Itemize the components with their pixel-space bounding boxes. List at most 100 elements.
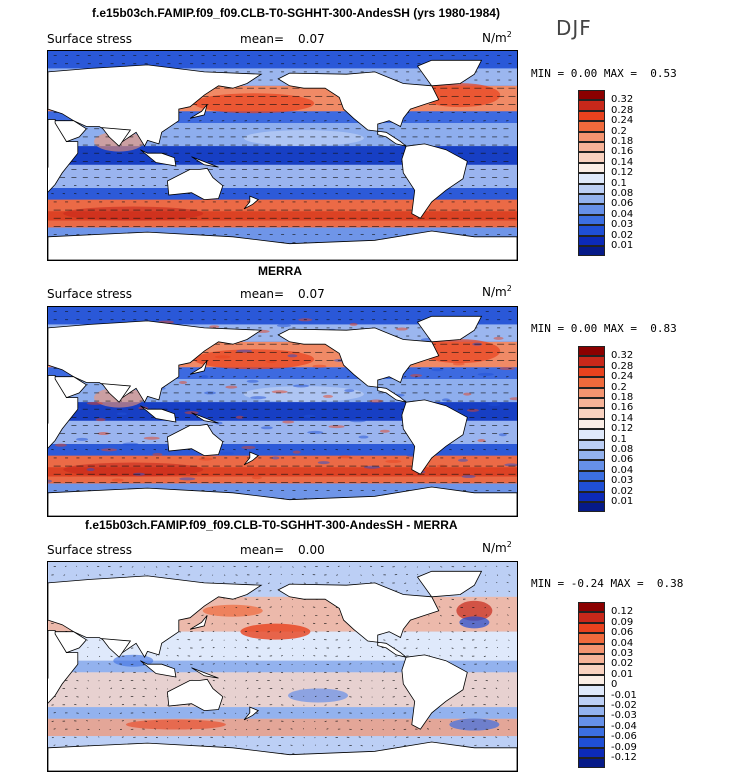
colorbar-level-label: 0.32 xyxy=(611,350,634,362)
panel-3-mean-label: mean= xyxy=(240,543,285,557)
colorbar-level-label: 0.03 xyxy=(611,648,634,659)
colorbar-level-label: 0.09 xyxy=(611,616,634,628)
colorbar-swatch xyxy=(578,90,605,101)
colorbar-swatch xyxy=(578,346,605,357)
colorbar-swatch xyxy=(578,214,605,226)
colorbar-swatch xyxy=(578,152,605,163)
panel-3-variable: Surface stress xyxy=(47,543,133,557)
panel-2-units: N/m2 xyxy=(482,284,512,299)
colorbar-level-label: 0.2 xyxy=(611,125,627,137)
colorbar-swatch xyxy=(578,706,605,717)
panel-2-title: MERRA xyxy=(258,264,302,278)
panel-2-map xyxy=(47,306,518,517)
colorbar-level-label: 0.24 xyxy=(611,115,634,127)
colorbar-level-label: 0.01 xyxy=(611,240,634,251)
colorbar-level-label: 0.01 xyxy=(611,668,634,680)
panel-1-units: N/m2 xyxy=(482,30,512,45)
colorbar-level-label: 0.14 xyxy=(611,156,634,168)
colorbar-swatch xyxy=(578,726,605,738)
colorbar-level-label: 0.1 xyxy=(611,433,627,445)
colorbar-swatch xyxy=(578,408,605,419)
colorbar-swatch xyxy=(578,622,605,634)
colorbar-swatch xyxy=(578,366,605,378)
colorbar-swatch xyxy=(578,664,605,675)
colorbar-level-label: 0.28 xyxy=(611,104,634,116)
colorbar-swatch xyxy=(578,612,605,623)
colorbar-level-label: 0.04 xyxy=(611,464,634,476)
panel-1-map xyxy=(47,50,518,261)
colorbar-level-label: 0.01 xyxy=(611,496,634,507)
colorbar-level-label: 0.18 xyxy=(611,136,634,147)
colorbar-swatch xyxy=(578,695,605,706)
colorbar-level-label: 0.02 xyxy=(611,229,634,241)
colorbar-level-label: 0.18 xyxy=(611,392,634,403)
colorbar-level-label: 0.06 xyxy=(611,198,634,210)
panel-3-colorbar: 0.12 0.09 0.06 0.04 0.03 0.02 0.01 0 -0.01 -0.02-… xyxy=(578,602,648,769)
colorbar-level-label: 0.16 xyxy=(611,146,634,158)
colorbar-swatch xyxy=(578,654,605,665)
panel-2-minmax: MIN = 0.00 MAX = 0.83 xyxy=(531,322,677,335)
colorbar-swatch xyxy=(578,685,605,696)
colorbar-level-label: -0.09 xyxy=(611,741,637,753)
panel-1-mean-label: mean= xyxy=(240,32,285,46)
colorbar-swatch xyxy=(578,674,605,686)
colorbar-level-label: 0.14 xyxy=(611,412,634,424)
colorbar-level-label: 0.16 xyxy=(611,402,634,414)
colorbar-level-label: -0.02 xyxy=(611,700,637,711)
colorbar-swatch xyxy=(578,162,605,174)
colorbar-level-label: 0.06 xyxy=(611,627,634,639)
colorbar-swatch xyxy=(578,225,605,236)
colorbar-swatch xyxy=(578,429,605,440)
panel-1-variable: Surface stress xyxy=(47,32,133,46)
panel-1-minmax: MIN = 0.00 MAX = 0.53 xyxy=(531,67,677,80)
colorbar-swatch xyxy=(578,194,605,205)
colorbar-level-label: 0 xyxy=(611,679,618,691)
panel-3-map-field xyxy=(48,562,517,771)
colorbar-swatch xyxy=(578,502,605,513)
colorbar-swatch xyxy=(578,173,605,184)
colorbar-level-label: 0.08 xyxy=(611,444,634,455)
colorbar-swatch xyxy=(578,377,605,388)
colorbar-swatch xyxy=(578,142,605,153)
colorbar-level-label: 0.28 xyxy=(611,360,634,372)
colorbar-level-label: 0.06 xyxy=(611,454,634,466)
colorbar-swatch xyxy=(578,398,605,409)
colorbar-level-label: -0.06 xyxy=(611,731,637,743)
colorbar-swatch xyxy=(578,481,605,492)
panel-1-title: f.e15b03ch.FAMIP.f09_f09.CLB-T0-SGHHT-30… xyxy=(92,6,500,20)
season-label: DJF xyxy=(556,16,592,40)
colorbar-level-label: 0.32 xyxy=(611,94,634,106)
colorbar-swatch xyxy=(578,235,605,246)
colorbar-level-label: 0.12 xyxy=(611,423,634,435)
panel-2-map-field xyxy=(48,307,517,516)
colorbar-level-label: 0.03 xyxy=(611,475,634,487)
colorbar-level-label: -0.12 xyxy=(611,752,637,763)
panel-2-colorbar: 0.32 0.28 0.24 0.2 0.18 0.16 0.14 0.12 0.1 0.08 0.… xyxy=(578,346,648,513)
colorbar-swatch xyxy=(578,602,605,613)
colorbar-level-label: -0.03 xyxy=(611,710,637,722)
colorbar-swatch xyxy=(578,737,605,748)
colorbar-level-label: 0.24 xyxy=(611,371,634,383)
colorbar-level-label: 0.04 xyxy=(611,208,634,220)
colorbar-level-label: 0.04 xyxy=(611,637,634,649)
panel-3-units: N/m2 xyxy=(482,540,512,555)
colorbar-swatch xyxy=(578,246,605,257)
colorbar-level-label: 0.1 xyxy=(611,177,627,189)
colorbar-swatch xyxy=(578,643,605,654)
colorbar-swatch xyxy=(578,491,605,502)
colorbar-swatch xyxy=(578,758,605,769)
panel-1-colorbar: 0.32 0.28 0.24 0.2 0.18 0.16 0.14 0.12 0.1 0.08 0.… xyxy=(578,90,648,257)
panel-1-mean-value: 0.07 xyxy=(298,32,325,46)
panel-1-map-field xyxy=(48,51,517,260)
colorbar-swatch xyxy=(578,450,605,461)
panel-3-mean-value: 0.00 xyxy=(298,543,325,557)
colorbar-level-label: 0.12 xyxy=(611,167,634,179)
colorbar-swatch xyxy=(578,460,605,471)
colorbar-swatch xyxy=(578,633,605,644)
colorbar-level-label: 0.08 xyxy=(611,188,634,199)
colorbar-swatch xyxy=(578,183,605,194)
colorbar-swatch xyxy=(578,100,605,111)
panel-3-map xyxy=(47,561,518,772)
colorbar-level-label: 0.12 xyxy=(611,606,634,618)
panel-2-mean-label: mean= xyxy=(240,287,285,301)
